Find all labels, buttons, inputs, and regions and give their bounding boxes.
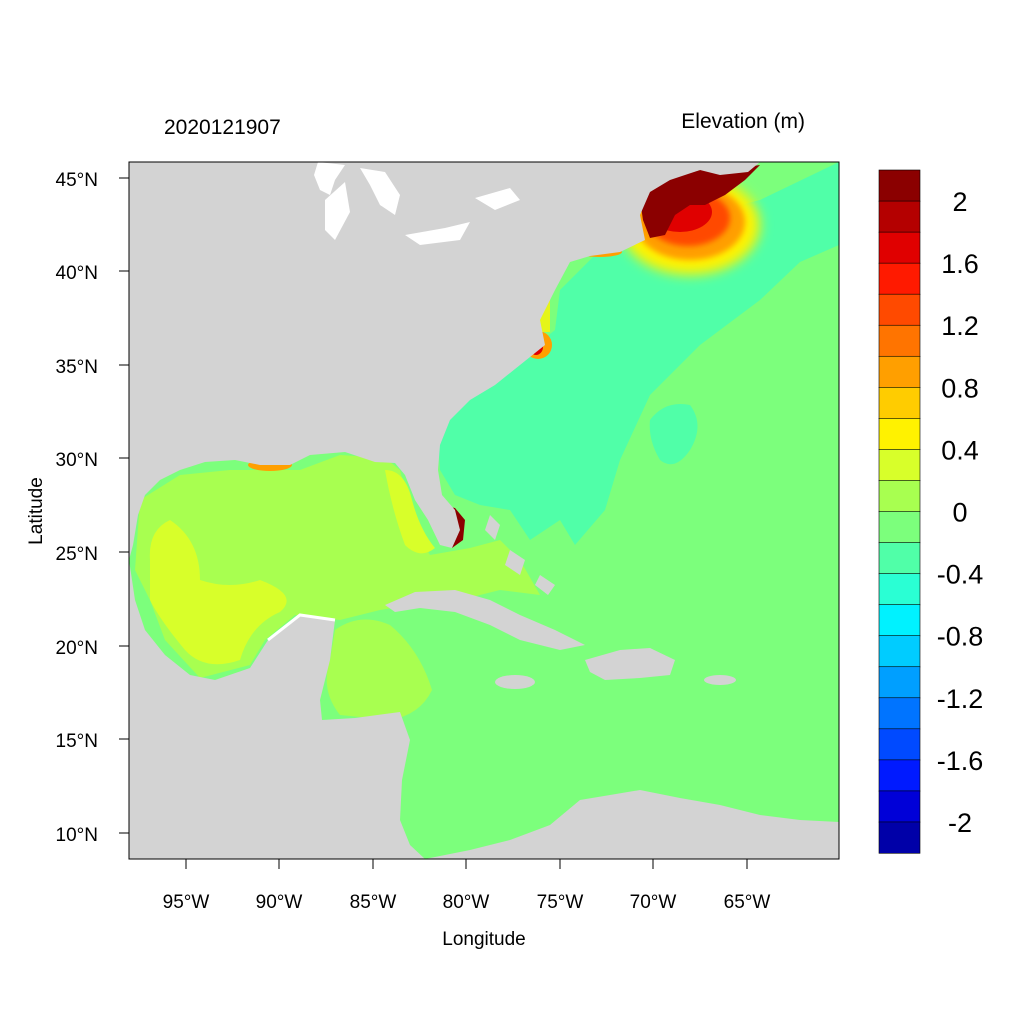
x-tick-label: 95°W: [163, 892, 210, 913]
colorbar-swatch: [878, 355, 921, 388]
colorbar-swatch: [878, 293, 921, 326]
timestamp-label: 2020121907: [164, 116, 281, 139]
yucatan-coast: [267, 613, 336, 642]
colorbar-swatch: [878, 200, 921, 233]
plot-frame: [128, 161, 840, 860]
x-tick-label: 75°W: [537, 892, 584, 913]
colorbar-swatch: [878, 697, 921, 730]
colorbar-swatch: [878, 542, 921, 575]
colorbar-label: 0.8: [941, 373, 979, 403]
x-tick-label: 65°W: [724, 892, 771, 913]
colorbar-swatch: [878, 821, 921, 854]
y-axis: 45°N 40°N 35°N 30°N 25°N 20°N 15°N 10°N …: [26, 170, 129, 846]
gulf-interior-region: [149, 520, 287, 665]
colorbar-swatch: [878, 511, 921, 544]
y-tick-label: 40°N: [56, 263, 98, 284]
colorbar-label: -0.8: [937, 622, 984, 652]
colorbar-swatch: [878, 790, 921, 823]
north-america-land: [129, 162, 760, 560]
bahamas-land: [485, 515, 555, 595]
variable-label: Elevation (m): [681, 110, 805, 133]
colorbar-label: 1.6: [941, 249, 979, 279]
south-america-land: [425, 790, 839, 859]
sargasso-minimum-region: [649, 404, 698, 465]
x-axis: 95°W 90°W 85°W 80°W 75°W 70°W 65°W Longi…: [163, 859, 771, 950]
y-tick-label: 15°N: [56, 731, 98, 752]
hispaniola-land: [585, 648, 675, 680]
y-tick-label: 35°N: [56, 357, 98, 378]
colorbar-label: -1.6: [937, 746, 984, 776]
colorbar-label: -0.4: [937, 560, 984, 590]
y-tick-label: 10°N: [56, 825, 98, 846]
colorbar-swatch: [878, 231, 921, 264]
colorbar-swatch: [878, 262, 921, 295]
colorbar-swatch: [878, 480, 921, 513]
colorbar-swatch: [878, 573, 921, 606]
colorbar-label: 0.4: [941, 435, 979, 465]
x-tick-label: 70°W: [630, 892, 677, 913]
colorbar-swatch: [878, 635, 921, 668]
colorbar-swatch: [878, 666, 921, 699]
jamaica-land: [495, 675, 535, 689]
x-tick-label: 80°W: [443, 892, 490, 913]
great-lakes: [314, 162, 520, 245]
colorbar-swatch: [878, 418, 921, 451]
gulf-of-maine-surge: [620, 165, 760, 275]
colorbar-swatch: [878, 728, 921, 761]
colorbar-swatch: [878, 449, 921, 482]
y-tick-label: 20°N: [56, 638, 98, 659]
y-axis-title: Latitude: [26, 477, 47, 545]
colorbar-swatch: [878, 169, 921, 202]
colorbar: 2 1.6 1.2 0.8 0.4 0 -0.4 -0.8 -1.2 -1.6 -2: [878, 169, 984, 854]
yucatan-basin-region: [326, 619, 432, 720]
mexico-central-america-land: [129, 560, 425, 859]
colorbar-swatch: [878, 387, 921, 419]
y-tick-label: 45°N: [56, 170, 98, 191]
colorbar-swatch: [878, 759, 921, 792]
colorbar-swatch: [878, 604, 921, 637]
colorbar-label: -1.2: [937, 684, 984, 714]
colorbar-label: 1.2: [941, 311, 979, 341]
colorbar-swatch: [878, 324, 921, 357]
colorbar-label: 2: [952, 187, 967, 217]
puerto-rico-land: [704, 675, 736, 685]
colorbar-label: -2: [948, 808, 972, 838]
x-tick-label: 90°W: [256, 892, 303, 913]
cuba-land: [385, 590, 585, 650]
x-axis-title: Longitude: [442, 929, 525, 950]
land-masses: [129, 162, 839, 859]
y-tick-label: 25°N: [56, 544, 98, 565]
loop-current-region: [385, 470, 435, 554]
y-tick-label: 30°N: [56, 450, 98, 471]
map-plot-area: [129, 162, 839, 859]
x-tick-label: 85°W: [350, 892, 397, 913]
colorbar-label: 0: [952, 498, 967, 528]
